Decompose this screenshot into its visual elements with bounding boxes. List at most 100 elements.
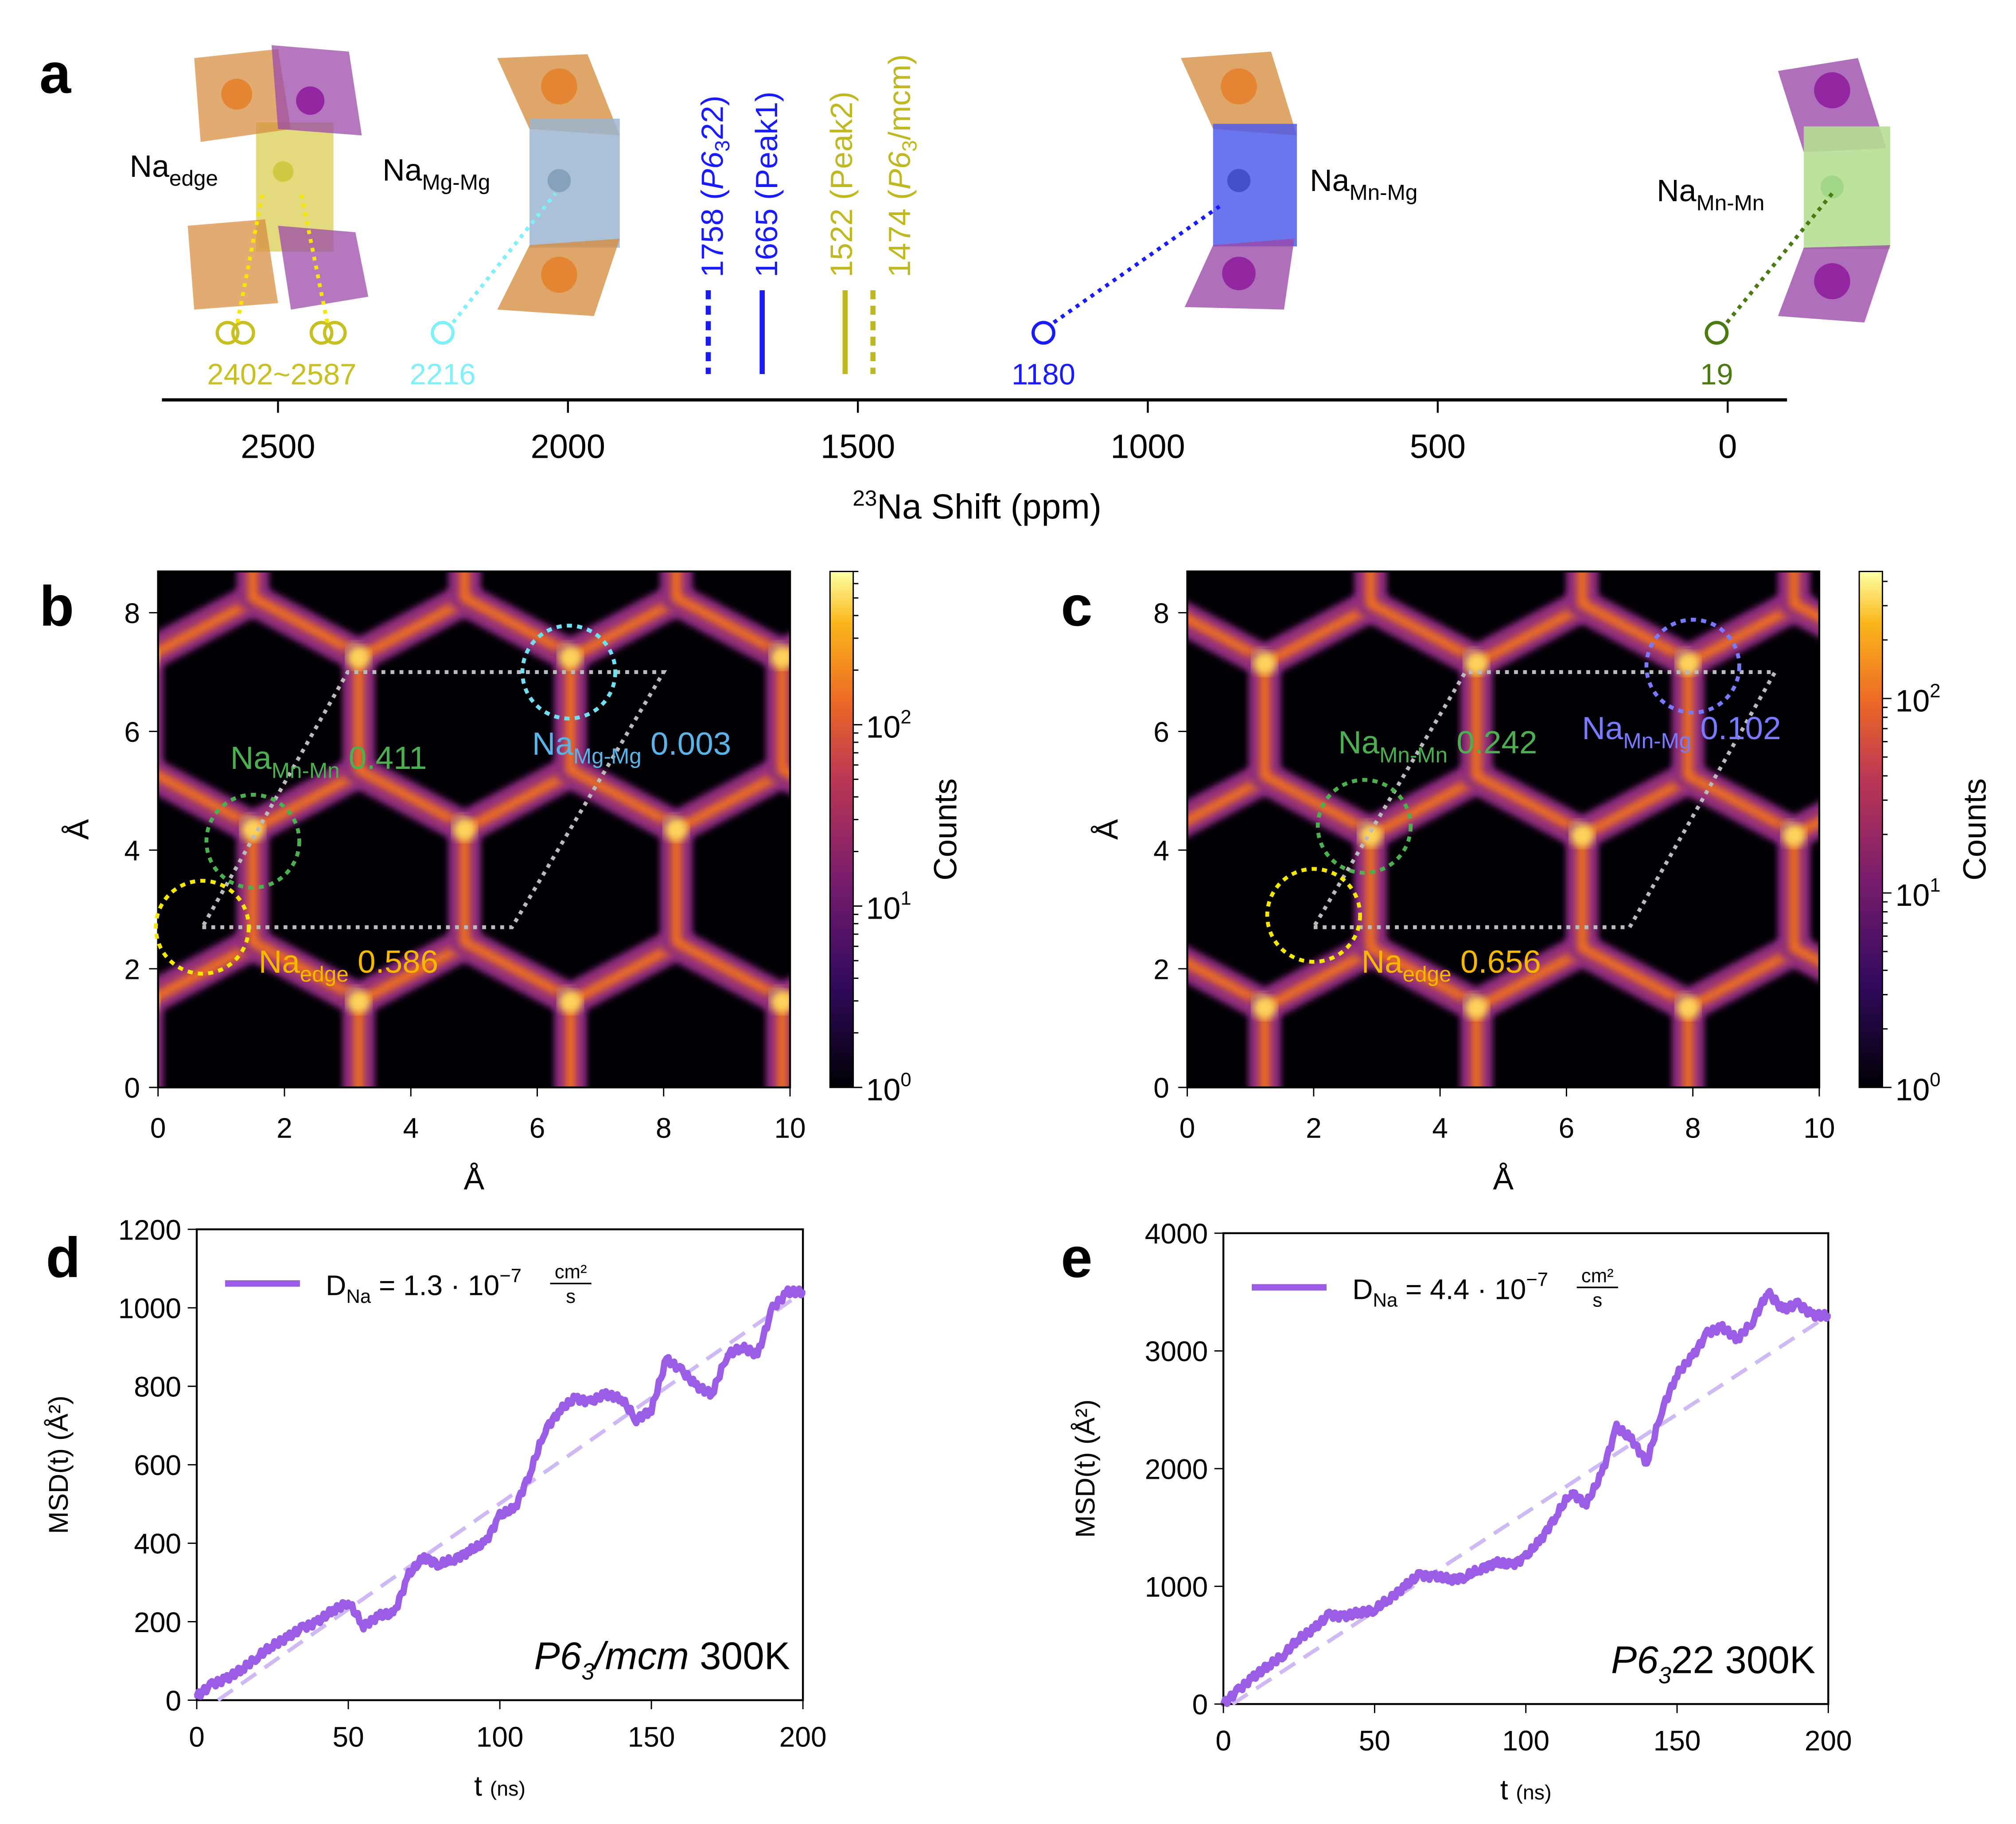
density-hotspot [1888, 308, 1911, 331]
density-hotspot [982, 301, 1005, 324]
msd-data-point [1599, 1472, 1604, 1477]
density-channel [994, 0, 1206, 137]
msd-data-point [1417, 1572, 1423, 1577]
density-hotspot [1994, 820, 2016, 843]
density-channel [888, 773, 1100, 998]
msd-data-point [451, 1556, 457, 1562]
density-hotspot [1782, 824, 1806, 847]
msd-data-point [361, 1623, 366, 1629]
colorbar-tick-label-part: 0 [901, 1069, 911, 1091]
density-channel-halo [2006, 90, 2016, 316]
density-channel-halo [2006, 779, 2016, 1004]
msd-data-point [1387, 1595, 1393, 1601]
y-tick-label: 400 [134, 1528, 181, 1560]
density-hotspot [1300, 470, 1323, 493]
msd-data-point [300, 1625, 306, 1630]
shift-marker-circle [309, 321, 334, 345]
density-channel-halo [888, 85, 1100, 310]
density-hotspot [1782, 479, 1806, 503]
msd-data-point [785, 1289, 790, 1295]
site-occupancy-label-part: 0.411 [340, 740, 427, 776]
density-hotspot [1888, 304, 1911, 327]
density-hotspot [829, 308, 852, 331]
peak-label-part: P6 [882, 152, 917, 190]
msd-data-point [1523, 1554, 1529, 1560]
density-hotspot [1888, 996, 1911, 1019]
msd-data-point [1538, 1536, 1544, 1542]
density-hotspot [241, 818, 265, 842]
colorbar-tick-label-part: 2 [1930, 680, 1940, 702]
connector-line [1052, 205, 1221, 324]
msd-data-point [1553, 1513, 1559, 1519]
y-tick-label: 8 [1153, 597, 1169, 629]
density-hotspot [241, 474, 264, 497]
x-axis-label: 23Na Shift (ppm) [852, 486, 1101, 526]
msd-data-point [224, 1676, 230, 1681]
shift-value-label: 2216 [410, 358, 476, 391]
density-hotspot [1676, 996, 1700, 1019]
shift-marker-circle [431, 321, 455, 345]
site-occupancy-label: NaMg-Mg 0.003 [532, 726, 731, 768]
na-mn-mg-structure [1181, 51, 1297, 310]
space-group-temperature-label-part: /mcm [592, 1634, 689, 1678]
msd-data-point [800, 1289, 806, 1295]
density-hotspot [1041, 996, 1064, 1019]
space-group-temperature-label-part: 3 [1658, 1663, 1671, 1689]
density-hotspot [665, 470, 688, 493]
density-hotspot [30, 474, 53, 497]
density-hotspot [982, 990, 1005, 1013]
msd-data-point [694, 1384, 700, 1389]
shift-value-label: 1180 [1012, 358, 1075, 391]
density-channel-halo [0, 257, 147, 482]
msd-data-point [1568, 1489, 1574, 1495]
density-channel-halo [1900, 0, 2016, 144]
site-label-na-mn-mg: NaMn-Mg [1310, 163, 1417, 205]
x-tick-label: 50 [1359, 1725, 1390, 1757]
legend-label-part: D [1352, 1273, 1373, 1305]
legend-unit-numerator: cm² [555, 1261, 587, 1283]
site-occupancy-label-part: Na [1338, 725, 1380, 760]
y-tick-label: 8 [124, 597, 140, 629]
y-tick-label: 200 [134, 1606, 181, 1638]
site-occupancy-label-part: edge [1403, 962, 1452, 986]
connector-line [235, 193, 265, 323]
msd-data-point [1659, 1407, 1665, 1413]
msd-data-point [436, 1562, 442, 1567]
x-tick-label: 150 [1654, 1725, 1701, 1757]
density-hotspot [1994, 824, 2016, 847]
msd-data-point [270, 1642, 275, 1648]
msd-data-point [1327, 1612, 1332, 1617]
x-tick-label: 10 [774, 1112, 806, 1144]
msd-data-point [1493, 1560, 1498, 1566]
density-channel [888, 85, 1100, 310]
legend-label-part: = 4.4 · 10 [1397, 1273, 1526, 1305]
density-hotspot [1571, 132, 1594, 155]
plot-frame [195, 1228, 804, 1701]
density-channel-halo [1779, 571, 1819, 633]
density-hotspot [1406, 301, 1429, 324]
x-axis-label: t (ns) [1500, 1774, 1552, 1806]
density-hotspot [982, 986, 1005, 1009]
density-hotspot [771, 298, 794, 321]
density-hotspot [158, 650, 159, 658]
density-hotspot [1253, 996, 1277, 1019]
msd-data-point [1810, 1313, 1816, 1318]
x-tick-label: 150 [628, 1721, 675, 1753]
density-hotspot [1359, 1165, 1382, 1188]
density-channel-halo [768, 981, 790, 1087]
y-tick-label: 2000 [1145, 1453, 1208, 1485]
y-tick-label: 2 [1153, 953, 1169, 985]
msd-data-point [664, 1356, 669, 1362]
shift-marker-circle [323, 321, 347, 345]
density-hotspot [512, 1165, 535, 1188]
density-channel-halo [947, 779, 1159, 1004]
msd-data-point [421, 1554, 427, 1560]
msd-data-point [739, 1344, 745, 1350]
peak-label: 1522 (Peak2) [824, 91, 859, 277]
density-hotspot [1617, 301, 1640, 324]
msd-data-point [1825, 1313, 1831, 1318]
density-hotspot [1041, 648, 1064, 671]
msd-series-line [194, 1285, 806, 1700]
density-hotspot [982, 646, 1005, 669]
density-hotspot [453, 474, 476, 497]
